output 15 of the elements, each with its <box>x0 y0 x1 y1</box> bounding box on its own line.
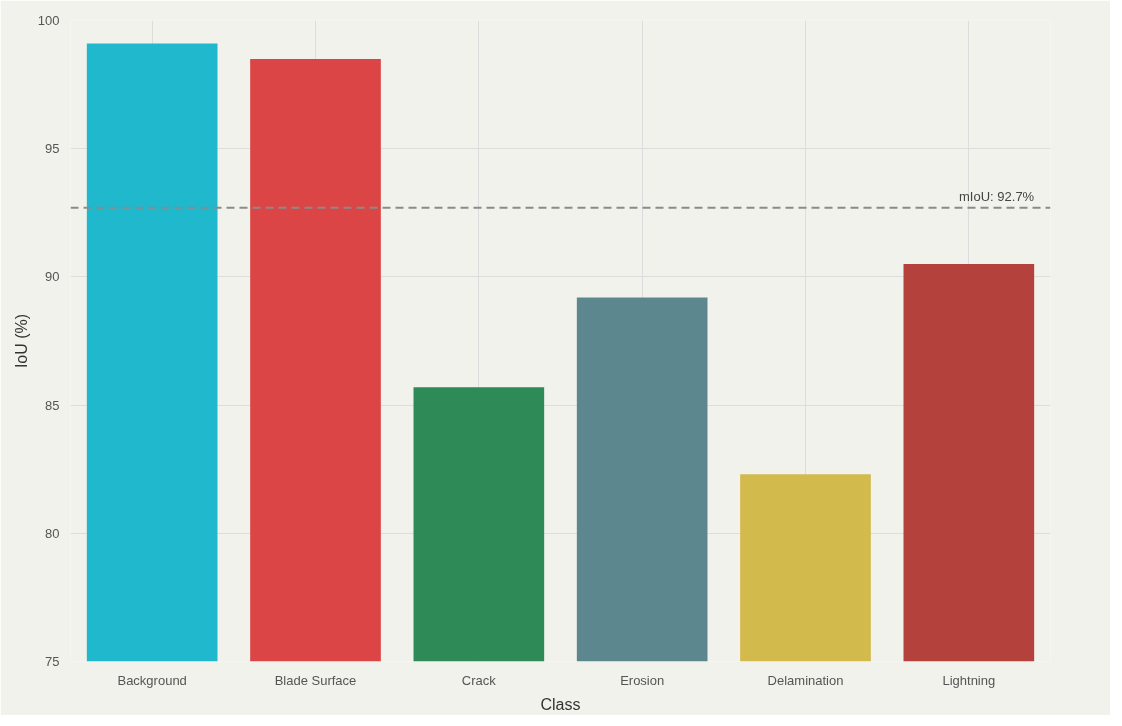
x-tick-label: Lightning <box>942 672 996 688</box>
y-tick-label: 90 <box>45 269 60 285</box>
y-tick-label: 100 <box>37 13 60 28</box>
ref-line-label: mIoU: 92.7% <box>959 188 1035 204</box>
x-tick-label: Erosion <box>620 672 665 688</box>
x-axis-title: Class <box>540 695 581 713</box>
y-tick-label: 95 <box>45 141 60 157</box>
y-axis-title: IoU (%) <box>12 313 30 369</box>
y-tick-label: 75 <box>45 654 60 669</box>
x-tick-label: Blade Surface <box>274 672 357 688</box>
x-tick-label: Crack <box>461 672 497 688</box>
x-tick-label: Delamination <box>767 672 844 688</box>
y-tick-label: 80 <box>45 525 60 541</box>
y-tick-label: 85 <box>45 397 60 413</box>
x-tick-label: Background <box>117 672 187 688</box>
